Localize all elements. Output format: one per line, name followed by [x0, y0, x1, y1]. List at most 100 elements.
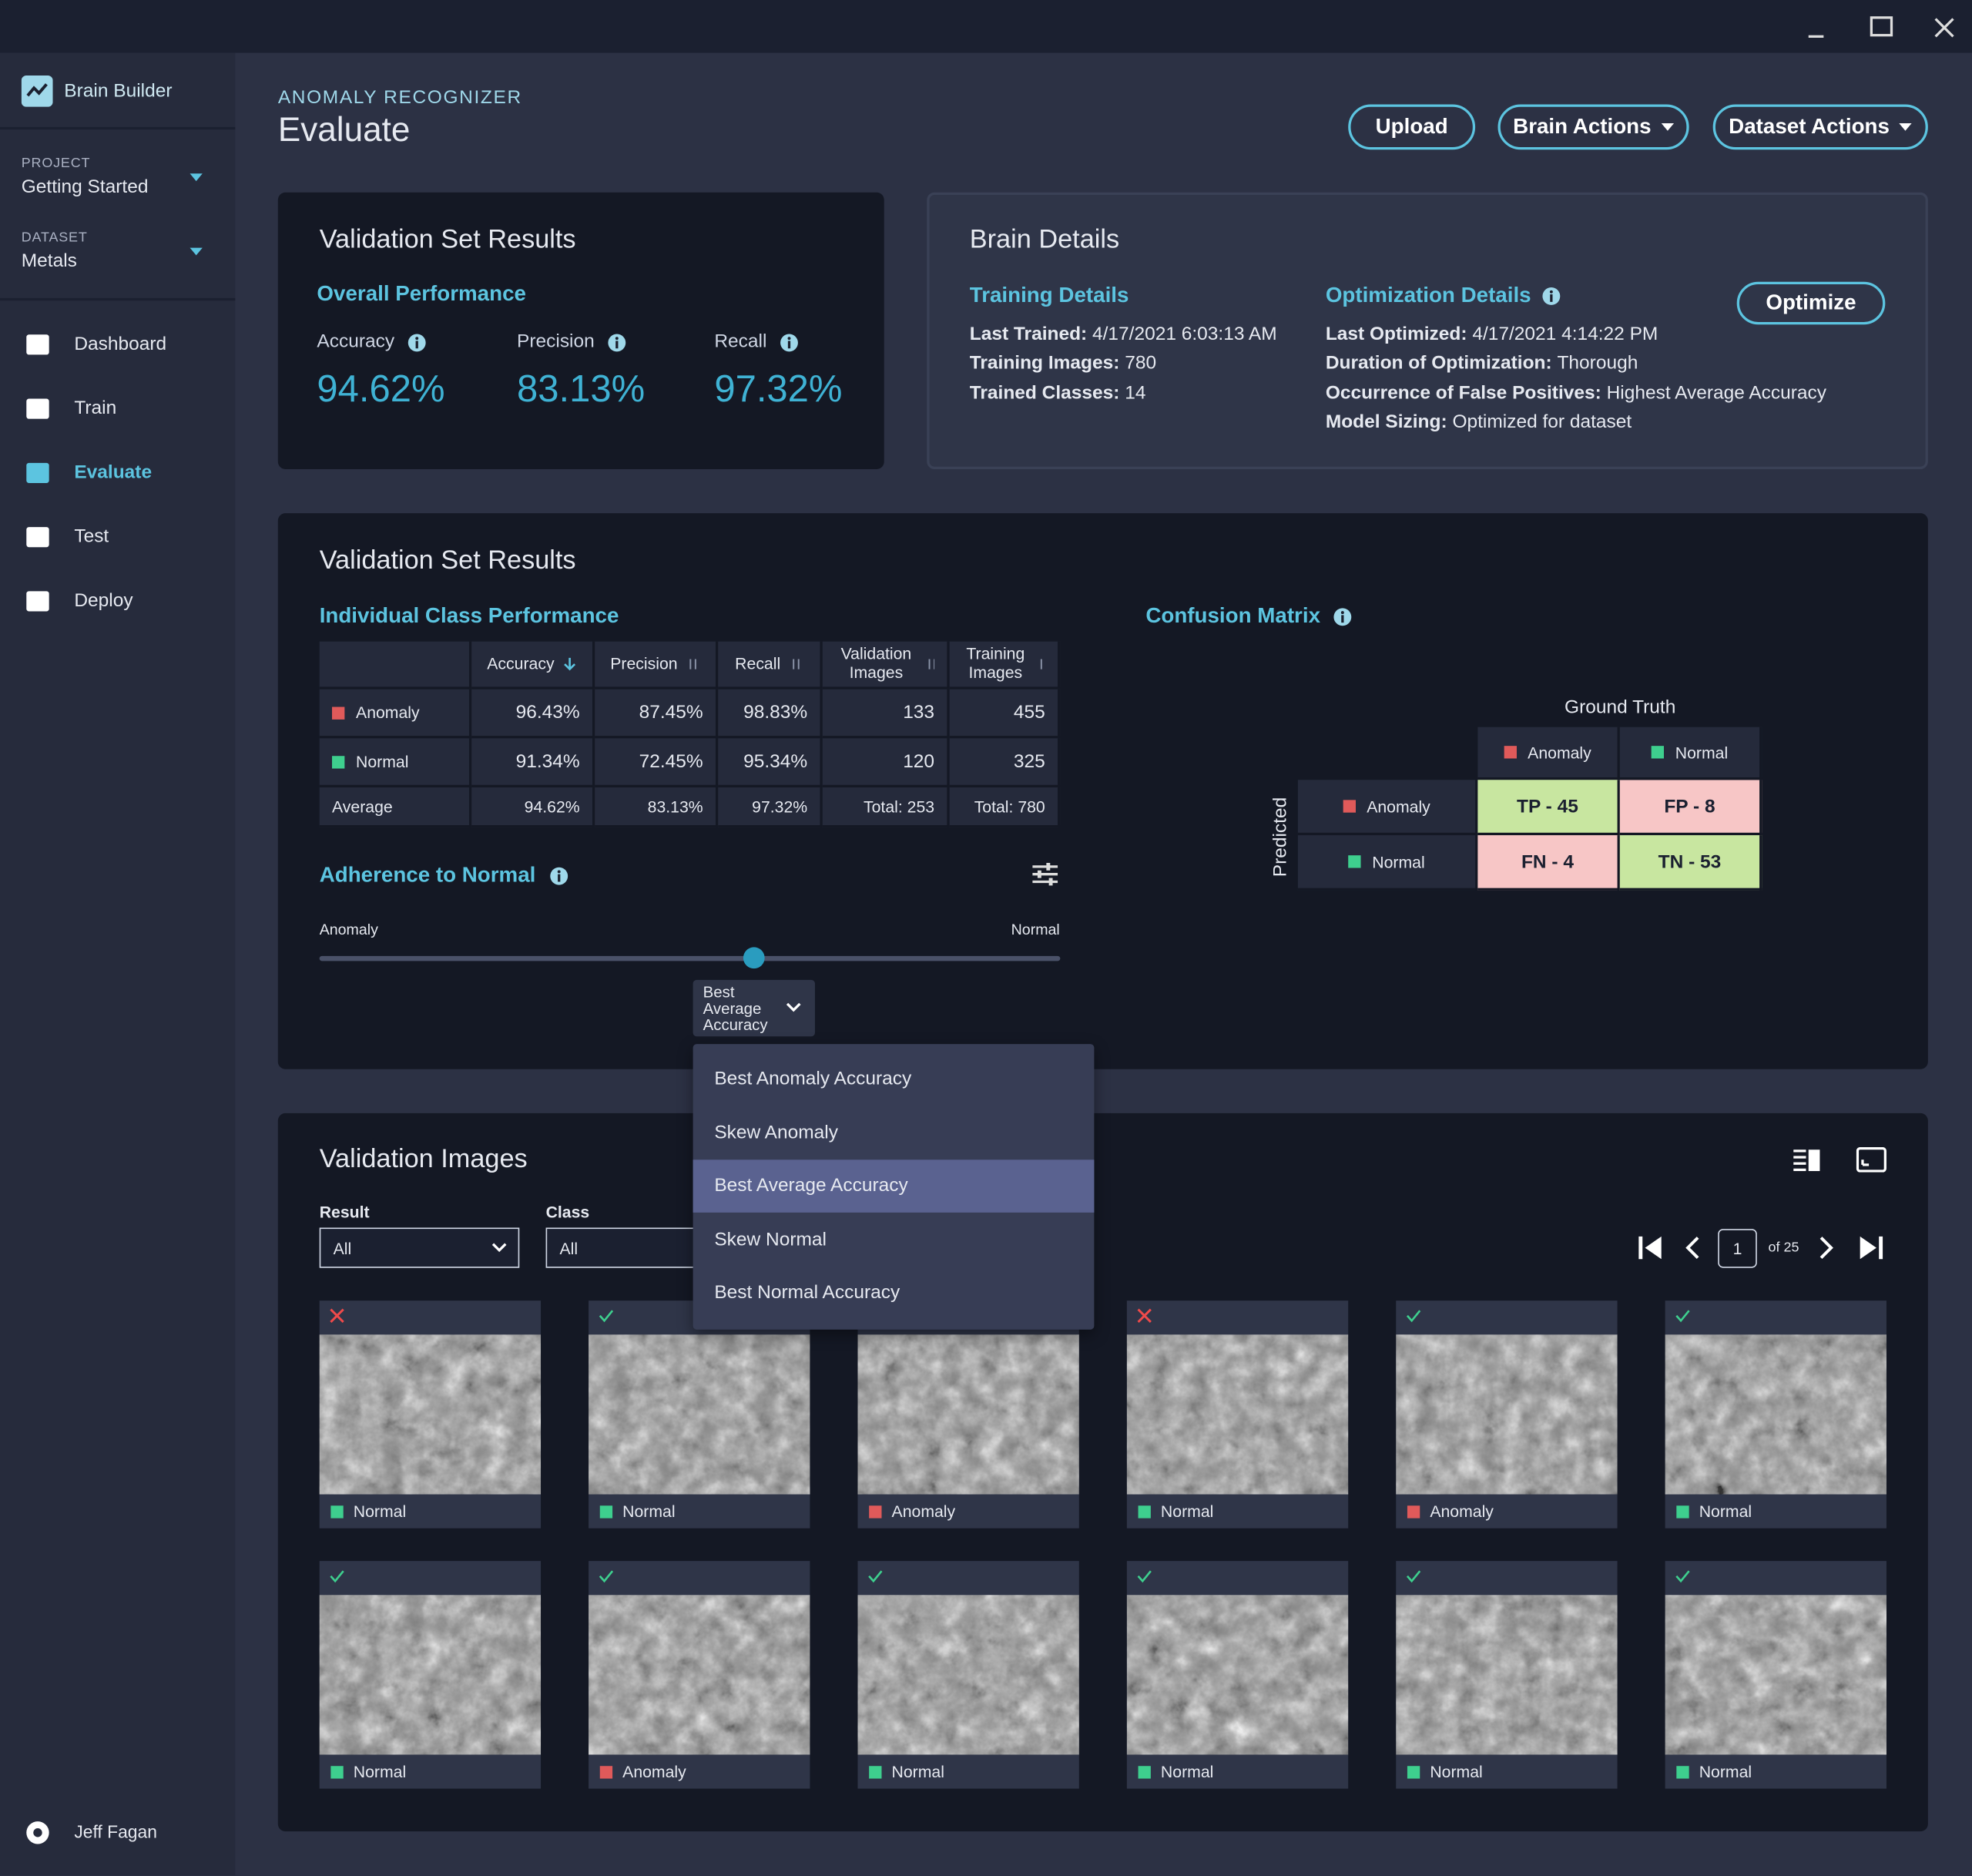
- chevron: [786, 1002, 801, 1012]
- image-label: Normal: [353, 1502, 407, 1521]
- dataset-value[interactable]: Metals: [21, 250, 77, 272]
- column-label[interactable]: Training Images: [966, 644, 1025, 682]
- filter-select[interactable]: All: [319, 1227, 520, 1268]
- column-label[interactable]: Accuracy: [487, 653, 555, 673]
- image-label: Anomaly: [622, 1762, 686, 1781]
- image-label: Normal: [1160, 1762, 1214, 1781]
- metal-texture: [319, 1334, 542, 1495]
- nav-item[interactable]: Deploy: [74, 589, 133, 612]
- detail-row: Last Optimized: 4/17/2021 4:14:22 PM: [1326, 324, 1658, 345]
- chevron-shape: [786, 1002, 801, 1012]
- correct-icon: [1406, 1310, 1421, 1323]
- caret: [1661, 122, 1674, 131]
- image-label: Normal: [622, 1502, 676, 1521]
- info-icon-shape: [787, 341, 791, 349]
- pager-prev-shape: [1685, 1237, 1699, 1260]
- menu-option[interactable]: Best Normal Accuracy: [714, 1281, 900, 1304]
- fullscreen-icon-shape: [1861, 1159, 1870, 1166]
- nav-icon-shape: [26, 462, 49, 483]
- column-label[interactable]: Validation Images: [840, 644, 912, 682]
- image-tile[interactable]: Normal: [1665, 1300, 1886, 1529]
- page-input[interactable]: 1: [1718, 1229, 1757, 1268]
- nav-icon-shape: [26, 334, 49, 355]
- filter-settings-icon: [1032, 862, 1058, 886]
- image-tile[interactable]: Normal: [1126, 1561, 1349, 1789]
- section-title: Optimization Details: [1325, 283, 1531, 307]
- filter-label: Result: [319, 1202, 370, 1222]
- select-value[interactable]: All: [333, 1239, 352, 1258]
- info-icon: [1542, 287, 1561, 305]
- image-tile[interactable]: Normal: [589, 1300, 810, 1529]
- class-swatch: [330, 1766, 344, 1779]
- slider-knob[interactable]: [743, 947, 765, 969]
- menu-option[interactable]: Best Average Accuracy: [693, 1159, 1095, 1213]
- nav-item[interactable]: Train: [74, 397, 117, 419]
- button-label[interactable]: Dataset Actions: [1729, 114, 1890, 139]
- table-cell: Total: 253: [822, 787, 950, 828]
- nav-item[interactable]: Test: [74, 525, 109, 548]
- table-header-cell[interactable]: Precision: [595, 641, 719, 690]
- cell-value: 83.13%: [647, 797, 703, 816]
- cell-value: Total: 780: [974, 797, 1045, 816]
- image-tile[interactable]: Anomaly: [1396, 1300, 1618, 1529]
- optimize-button[interactable]: Optimize: [1736, 281, 1886, 325]
- metric-value: 83.13%: [517, 368, 646, 411]
- image-tile[interactable]: Anomaly: [857, 1300, 1079, 1529]
- detail-value: 4/17/2021 6:03:13 AM: [1092, 323, 1277, 345]
- class-label: Normal: [1372, 852, 1425, 871]
- section-title: Confusion Matrix: [1145, 603, 1321, 628]
- window-controls-shape: [1870, 16, 1893, 37]
- project-value[interactable]: Getting Started: [21, 176, 149, 198]
- matrix-cell: TP - 45: [1477, 780, 1620, 836]
- column-label[interactable]: Precision: [610, 653, 678, 673]
- button-label[interactable]: Brain Actions: [1513, 114, 1652, 139]
- class-swatch: [1651, 746, 1665, 759]
- menu-option[interactable]: Best Anomaly Accuracy: [714, 1068, 912, 1089]
- app-logo-shape: [26, 83, 48, 97]
- image-tile[interactable]: Normal: [1396, 1561, 1618, 1789]
- correct-icon-shape: [599, 1310, 614, 1323]
- image-tile[interactable]: Anomaly: [589, 1561, 810, 1789]
- detail-value: 780: [1125, 352, 1157, 374]
- class-swatch: [1343, 800, 1356, 813]
- row-label: Average: [332, 797, 393, 816]
- detail-label: Trained Classes:: [969, 381, 1120, 404]
- preset-dropdown[interactable]: Best Average Accuracy: [693, 979, 815, 1037]
- class-swatch: [332, 706, 345, 720]
- header-button[interactable]: Brain Actions: [1497, 104, 1689, 150]
- column-label[interactable]: Recall: [735, 653, 781, 673]
- table-header-cell[interactable]: Accuracy: [471, 641, 595, 690]
- image-tile[interactable]: Normal: [857, 1561, 1079, 1789]
- dropdown-value[interactable]: Best Average Accuracy: [703, 983, 768, 1035]
- image-tile[interactable]: Normal: [319, 1300, 542, 1529]
- metal-texture: [1126, 1334, 1349, 1495]
- nav-item[interactable]: Dashboard: [74, 333, 167, 355]
- image-tile[interactable]: Normal: [319, 1561, 542, 1789]
- detail-row: Occurrence of False Positives: Highest A…: [1326, 382, 1826, 404]
- list-view-icon-shape: [1793, 1168, 1806, 1171]
- menu-option[interactable]: Skew Anomaly: [714, 1121, 838, 1143]
- menu-option[interactable]: Skew Normal: [714, 1228, 827, 1250]
- info-icon-shape: [615, 341, 619, 349]
- table-header-cell[interactable]: Validation Images: [822, 641, 950, 690]
- table-header-cell[interactable]: Recall: [718, 641, 823, 690]
- sort-icon-shape: [689, 659, 696, 670]
- correct-icon: [1406, 1570, 1421, 1583]
- select-value[interactable]: All: [559, 1239, 579, 1258]
- detail-label: Model Sizing:: [1325, 411, 1447, 433]
- table-header-cell[interactable]: Training Images: [949, 641, 1061, 690]
- slider-track[interactable]: [319, 955, 1061, 961]
- button-label[interactable]: Optimize: [1766, 290, 1856, 315]
- chevron: [491, 1243, 507, 1253]
- header-button[interactable]: Upload: [1348, 104, 1476, 150]
- caret-shape: [1661, 122, 1674, 131]
- metal-texture: [1126, 1595, 1349, 1755]
- image-tile[interactable]: Normal: [1126, 1300, 1349, 1529]
- header-button[interactable]: Dataset Actions: [1712, 104, 1928, 150]
- nav-item[interactable]: Evaluate: [74, 461, 153, 483]
- metal-texture-shape: [857, 1334, 1079, 1495]
- button-label[interactable]: Upload: [1375, 114, 1448, 139]
- image-tile[interactable]: Normal: [1665, 1561, 1886, 1789]
- info-icon-shape: [615, 337, 619, 341]
- sort-icon: [929, 659, 935, 670]
